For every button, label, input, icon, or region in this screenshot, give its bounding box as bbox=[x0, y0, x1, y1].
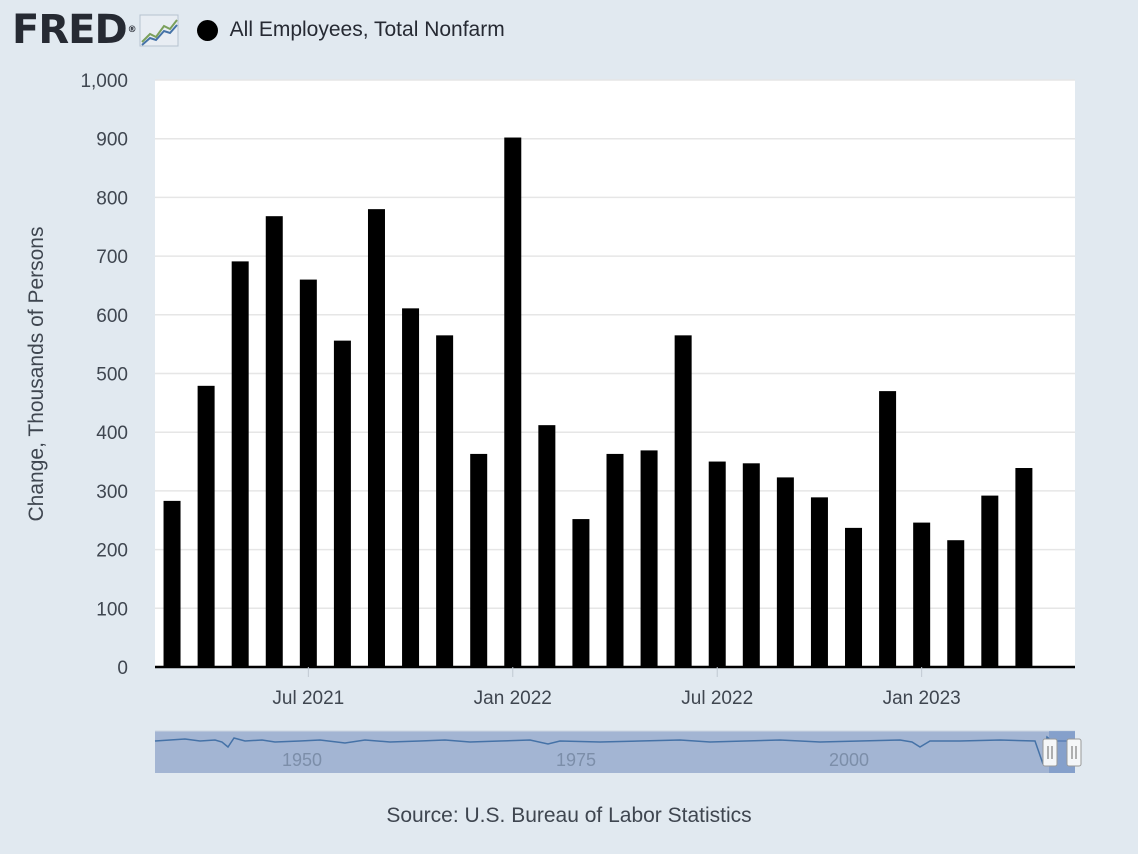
bar[interactable] bbox=[470, 453, 488, 667]
bar[interactable] bbox=[231, 261, 249, 667]
registered-mark: ® bbox=[127, 25, 137, 35]
bar[interactable] bbox=[367, 209, 385, 667]
y-tick-label: 800 bbox=[96, 188, 128, 209]
bar[interactable] bbox=[504, 137, 522, 667]
bar[interactable] bbox=[776, 477, 794, 667]
navigator-label-2000: 2000 bbox=[829, 750, 869, 770]
chart-line-icon bbox=[139, 14, 179, 47]
legend-marker bbox=[196, 19, 218, 41]
legend[interactable]: All Employees, Total Nonfarm bbox=[196, 18, 505, 42]
navigator-handle-left[interactable] bbox=[1042, 738, 1058, 767]
y-tick-label: 400 bbox=[96, 423, 128, 444]
bar[interactable] bbox=[674, 335, 692, 667]
y-tick-label: 0 bbox=[117, 658, 128, 679]
x-tick-label: Jan 2023 bbox=[883, 688, 961, 709]
bar[interactable] bbox=[436, 335, 454, 667]
bar[interactable] bbox=[947, 540, 965, 667]
chart-header: FRED® All Employees, Total Nonfarm bbox=[12, 8, 505, 52]
y-tick-label: 100 bbox=[96, 599, 128, 620]
bar[interactable] bbox=[913, 522, 931, 667]
y-tick-label: 200 bbox=[96, 541, 128, 562]
bars bbox=[163, 137, 1033, 667]
navigator-label-1975: 1975 bbox=[556, 750, 596, 770]
fred-logo[interactable]: FRED® bbox=[12, 8, 137, 52]
x-tick-label: Jul 2022 bbox=[681, 688, 753, 709]
bar[interactable] bbox=[265, 216, 283, 667]
bar[interactable] bbox=[538, 425, 556, 667]
navigator-background bbox=[155, 731, 1075, 773]
legend-label: All Employees, Total Nonfarm bbox=[229, 18, 505, 41]
bar[interactable] bbox=[845, 527, 863, 667]
bar[interactable] bbox=[333, 340, 351, 667]
x-tick-label: Jul 2021 bbox=[272, 688, 344, 709]
bar[interactable] bbox=[402, 308, 420, 667]
y-tick-label: 300 bbox=[96, 482, 128, 503]
bar[interactable] bbox=[879, 391, 897, 667]
bar[interactable] bbox=[981, 495, 999, 667]
bar[interactable] bbox=[299, 279, 317, 667]
y-tick-label: 600 bbox=[96, 306, 128, 327]
y-tick-label: 700 bbox=[96, 247, 128, 268]
navigator-label-1950: 1950 bbox=[282, 750, 322, 770]
y-tick-label: 500 bbox=[96, 365, 128, 386]
bar[interactable] bbox=[708, 461, 726, 667]
bar[interactable] bbox=[640, 450, 658, 667]
bar[interactable] bbox=[742, 463, 760, 667]
bar[interactable] bbox=[197, 385, 215, 667]
fred-logo-text: FRED bbox=[12, 7, 128, 53]
range-navigator[interactable]: 1950 1975 2000 bbox=[154, 730, 1082, 773]
navigator-handle-right[interactable] bbox=[1066, 738, 1082, 767]
navigator-series-line bbox=[154, 735, 1075, 765]
y-axis-ticks: 0 100 200 300 400 500 600 700 800 900 1,000 bbox=[80, 71, 128, 679]
y-tick-label: 1,000 bbox=[80, 71, 128, 92]
bar[interactable] bbox=[572, 519, 590, 667]
bar[interactable] bbox=[163, 500, 181, 667]
bar[interactable] bbox=[606, 453, 624, 667]
bar[interactable] bbox=[810, 497, 828, 667]
y-axis-title: Change, Thousands of Persons bbox=[25, 227, 48, 522]
source-note: Source: U.S. Bureau of Labor Statistics bbox=[386, 804, 752, 827]
x-tick-label: Jan 2022 bbox=[474, 688, 552, 709]
bar[interactable] bbox=[1015, 468, 1033, 667]
y-tick-label: 900 bbox=[96, 130, 128, 151]
x-axis-ticks: Jul 2021 Jan 2022 Jul 2022 Jan 2023 bbox=[272, 667, 961, 709]
